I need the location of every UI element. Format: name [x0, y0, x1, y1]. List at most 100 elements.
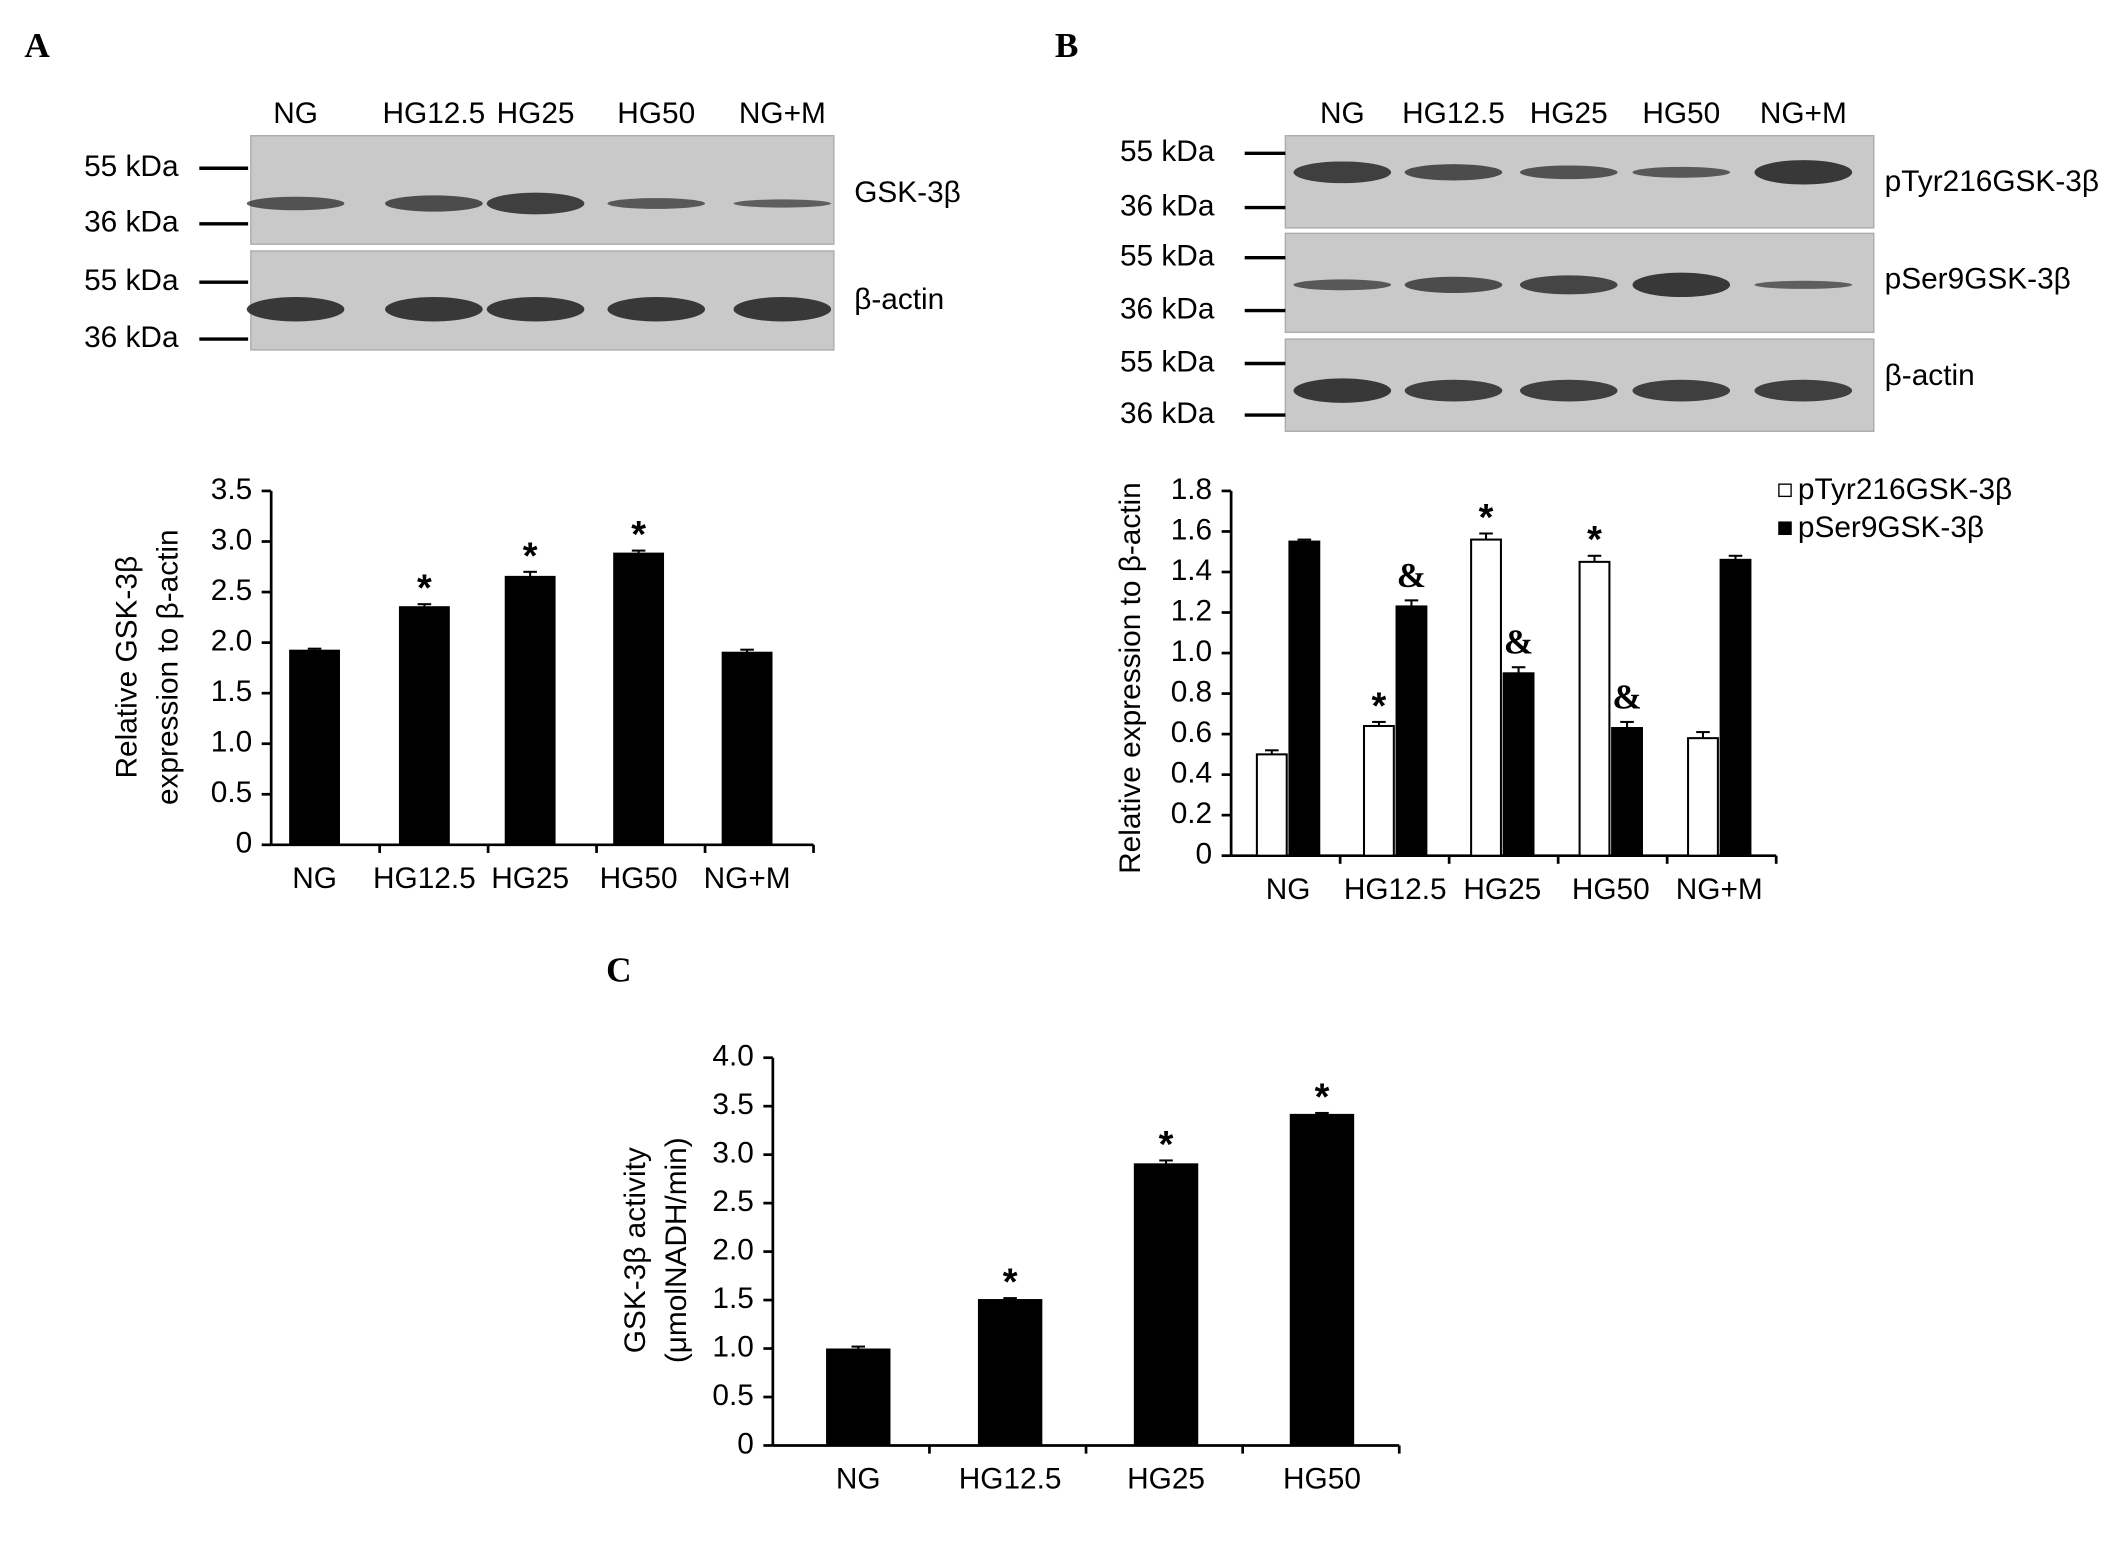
blot-band: [385, 297, 483, 322]
y-tick-label: 2.5: [211, 574, 252, 607]
significance-marker: *: [1159, 1124, 1174, 1166]
lane-label: HG25: [497, 97, 575, 130]
blot-band: [1519, 165, 1618, 180]
bar: [1255, 753, 1288, 857]
y-tick-label: 1.5: [712, 1282, 753, 1315]
blot-band: [1632, 379, 1731, 402]
error-bar: [523, 570, 537, 577]
significance-marker: *: [1315, 1076, 1330, 1118]
error-bar: [1315, 1111, 1329, 1115]
significance-marker: *: [631, 514, 646, 556]
blot-row-label: pSer9GSK-3β: [1885, 263, 2071, 296]
significance-marker: &: [1397, 556, 1426, 595]
bar: [1578, 560, 1611, 857]
blot-band: [1754, 160, 1853, 185]
blot-band: [1632, 272, 1731, 298]
panel-label: C: [606, 951, 631, 990]
bar: [977, 1299, 1043, 1447]
blot-band: [1293, 279, 1392, 291]
lane-label: HG25: [1530, 97, 1608, 130]
significance-marker: *: [1479, 497, 1494, 539]
blot-band: [246, 297, 345, 322]
x-tick-label: HG12.5: [373, 862, 476, 895]
blot-band: [733, 297, 832, 322]
bar: [1289, 1113, 1355, 1447]
bar: [1719, 558, 1752, 857]
y-tick-label: 2.0: [211, 624, 252, 657]
blot-band: [246, 196, 345, 211]
lane-label: HG50: [1642, 97, 1720, 130]
y-tick-label: 0.8: [1171, 675, 1212, 708]
bar: [1395, 605, 1428, 857]
error-bar: [1404, 599, 1419, 607]
y-tick-label: 3.5: [211, 473, 252, 506]
x-tick-label: HG50: [600, 862, 678, 895]
blot-band: [1404, 276, 1503, 293]
error-bar: [1372, 720, 1386, 726]
x-tick-label: HG12.5: [959, 1463, 1062, 1496]
bar: [613, 552, 665, 846]
lane-label: NG: [273, 97, 318, 130]
size-marker: 36 kDa: [1120, 292, 1215, 325]
size-marker: 55 kDa: [1120, 135, 1215, 168]
legend-label: pTyr216GSK-3β: [1798, 473, 2012, 506]
blot-band: [486, 297, 585, 322]
y-tick-label: 0: [236, 827, 253, 860]
blot-row-label: GSK-3β: [854, 176, 961, 209]
error-bar: [1728, 554, 1743, 560]
y-axis-label: expression to β-actin: [151, 529, 184, 805]
y-tick-label: 1.8: [1171, 473, 1212, 506]
y-tick-label: 0: [1196, 838, 1213, 871]
y-tick-label: 3.5: [712, 1088, 753, 1121]
significance-marker: *: [1372, 685, 1387, 727]
y-tick-label: 0.6: [1171, 716, 1212, 749]
bar: [1362, 724, 1395, 857]
x-tick-label: NG+M: [1676, 873, 1763, 906]
legend-swatch: [1778, 483, 1792, 498]
error-bar: [1297, 538, 1312, 542]
y-tick-label: 0.5: [712, 1379, 753, 1412]
legend-swatch: [1778, 521, 1792, 536]
error-bar: [631, 549, 646, 554]
y-axis-label: (μmolNADH/min): [660, 1137, 693, 1363]
blot-band: [607, 297, 706, 322]
error-bar: [851, 1345, 866, 1350]
significance-marker: *: [523, 535, 538, 577]
lane-label: NG+M: [1760, 97, 1847, 130]
blot-band: [385, 195, 483, 212]
size-marker: 36 kDa: [1120, 189, 1215, 222]
bar: [1611, 727, 1643, 857]
x-tick-label: HG50: [1572, 873, 1650, 906]
lane-label: HG12.5: [383, 97, 486, 130]
blot-band: [1632, 166, 1731, 178]
y-tick-label: 4.0: [712, 1040, 753, 1073]
y-tick-label: 1.5: [211, 675, 252, 708]
blot-band: [1754, 280, 1853, 289]
x-tick-label: HG12.5: [1344, 873, 1447, 906]
y-axis-label: GSK-3β activity: [619, 1147, 652, 1353]
y-tick-label: 0.5: [211, 776, 252, 809]
significance-marker: *: [1003, 1262, 1018, 1304]
bar: [289, 649, 340, 846]
size-marker: 36 kDa: [84, 206, 179, 239]
error-bar: [1620, 720, 1634, 729]
y-axis-label: Relative expression to β-actin: [1114, 482, 1147, 874]
x-tick-label: NG+M: [704, 862, 791, 895]
bar: [1288, 540, 1321, 857]
significance-marker: *: [417, 568, 432, 610]
size-marker: 55 kDa: [1120, 240, 1215, 273]
size-marker: 36 kDa: [84, 321, 179, 354]
blot-row-label: pTyr216GSK-3β: [1885, 165, 2099, 198]
blot-band: [607, 198, 706, 209]
legend-label: pSer9GSK-3β: [1798, 511, 1984, 544]
y-tick-label: 1.0: [712, 1330, 753, 1363]
x-tick-label: NG: [292, 862, 337, 895]
error-bar: [1479, 532, 1493, 540]
bar: [1687, 737, 1719, 857]
y-tick-label: 1.2: [1171, 594, 1212, 627]
bar: [504, 575, 556, 846]
error-bar: [1159, 1159, 1173, 1165]
panel-label: A: [24, 26, 50, 65]
